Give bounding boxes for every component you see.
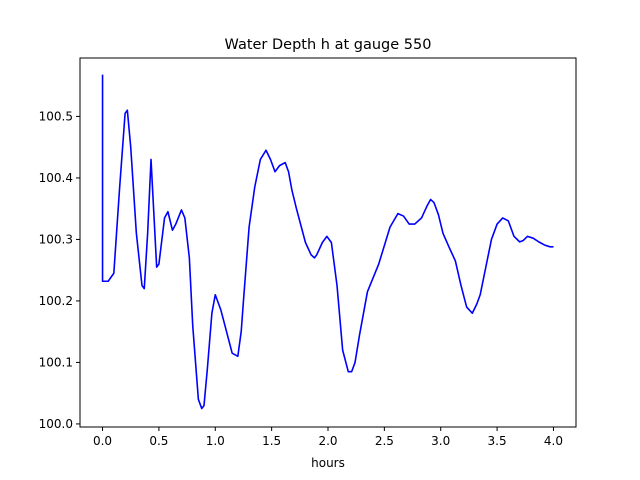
x-tick-label: 1.5 xyxy=(262,434,281,448)
x-tick-label: 1.0 xyxy=(206,434,225,448)
y-axis: 100.0 100.1 100.2 100.3 100.4 100.5 xyxy=(39,109,80,431)
x-axis: 0.0 0.5 1.0 1.5 2.0 2.5 3.0 3.5 4.0 xyxy=(93,427,563,448)
x-axis-label: hours xyxy=(311,456,345,470)
x-tick-label: 2.0 xyxy=(318,434,337,448)
x-tick-label: 0.5 xyxy=(149,434,168,448)
x-tick-label: 2.5 xyxy=(375,434,394,448)
y-tick-label: 100.1 xyxy=(39,355,73,369)
series-line-water-depth xyxy=(101,74,554,410)
chart-title: Water Depth h at gauge 550 xyxy=(225,37,432,53)
x-tick-label: 4.0 xyxy=(544,434,563,448)
y-tick-label: 100.3 xyxy=(39,232,73,246)
y-tick-label: 100.5 xyxy=(39,109,73,123)
y-tick-label: 100.4 xyxy=(39,171,73,185)
y-tick-label: 100.0 xyxy=(39,417,73,431)
y-tick-label: 100.2 xyxy=(39,294,73,308)
x-tick-label: 3.0 xyxy=(431,434,450,448)
x-tick-label: 0.0 xyxy=(93,434,112,448)
x-tick-label: 3.5 xyxy=(488,434,507,448)
